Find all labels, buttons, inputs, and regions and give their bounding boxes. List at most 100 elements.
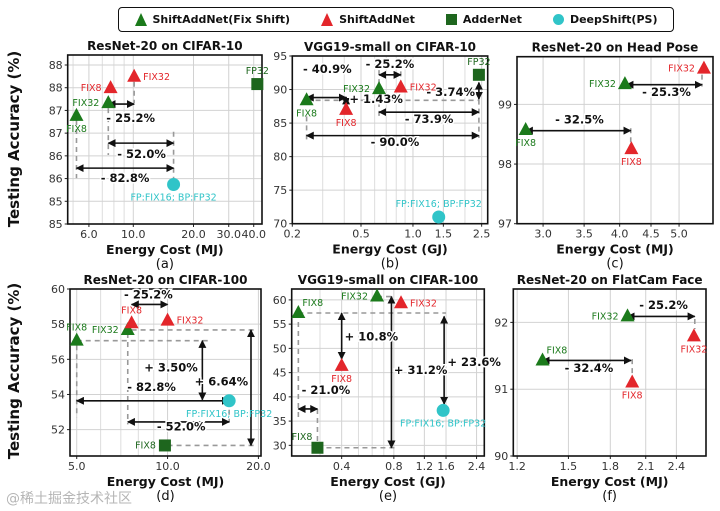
panel-f: 1.2 1.5 1.8 2.1 2.4 90 91 92 ResNet-20 on FlatCa… <box>494 273 707 504</box>
annotation-label: - 21.0% <box>302 383 351 397</box>
point-deepshift <box>432 210 446 224</box>
x-tick-label: 1.6 <box>437 460 455 473</box>
point-label: FIX8 <box>135 440 156 451</box>
x-tick-label: 40.0 <box>241 228 266 241</box>
annotation-label: - 32.4% <box>565 361 614 375</box>
point-shiftaddnet-fix-shift <box>101 95 116 109</box>
annotation-label: - 25.2% <box>639 298 688 312</box>
point-label: FIX8 <box>331 374 352 385</box>
annotation-label: - 73.9% <box>405 112 454 126</box>
y-tick-label: 99 <box>498 98 512 111</box>
panel-d: 5.0 10.0 20.0 52 54 56 58 60 ResNet-20 on CIFAR-… <box>51 273 272 504</box>
annotation-label: - 40.9% <box>303 62 352 76</box>
green-triangle-marker-icon <box>134 13 147 26</box>
y-tick-label: 85 <box>273 117 287 130</box>
point-label: FIX32 <box>589 79 616 90</box>
x-tick-label: 4.0 <box>611 228 629 241</box>
point-shiftaddnet <box>339 101 354 115</box>
point-label: FIX8 <box>515 138 536 149</box>
point-deepshift <box>222 394 236 408</box>
point-label: FIX32 <box>410 298 437 309</box>
legend-label: AdderNet <box>462 13 522 26</box>
point-shiftaddnet-fix-shift <box>535 352 550 366</box>
annotation-label: + 31.2% <box>394 363 448 377</box>
annotation-label: - 3.74% <box>426 85 475 99</box>
y-tick-label: 35 <box>273 415 287 428</box>
plot-frame <box>516 55 714 225</box>
point-addernet <box>251 78 264 91</box>
point-label: FIX32 <box>668 64 695 75</box>
annotation-label: - 52.0% <box>157 419 206 433</box>
legend-item-addernet: AdderNet <box>445 13 522 26</box>
point-shiftaddnet-fix-shift <box>370 288 385 302</box>
point-label: FIX32 <box>592 311 619 322</box>
point-label: FIX32 <box>680 344 707 355</box>
annotation-label: - 25.2% <box>366 57 415 71</box>
x-tick-label: 1.5 <box>560 460 578 473</box>
point-shiftaddnet-fix-shift <box>69 107 84 121</box>
y-tick-label: 88 <box>49 82 63 95</box>
plot-frame <box>69 288 262 457</box>
panel-caption: (e) <box>379 489 397 504</box>
x-tick-label: 1.5 <box>435 228 453 241</box>
panel-c: 3.0 3.5 4.0 4.5 5.0 97 98 99 ResNet-20 on Head P… <box>498 41 714 272</box>
y-tick-label: 91 <box>494 383 508 396</box>
point-shiftaddnet-fix-shift <box>299 92 314 106</box>
x-axis-label: Energy Cost (MJ) <box>106 242 224 257</box>
panel-a: 6.0 10.0 20.0 30.0 40.0 85 85 86 86 87 87 88 88 ResNe… <box>49 39 269 272</box>
annotation-label: + 10.8% <box>345 330 399 344</box>
y-tick-label: 30 <box>273 439 287 452</box>
annotation-label: + 23.6% <box>447 355 501 369</box>
green-square-marker-icon <box>445 14 457 25</box>
point-label: FIX32 <box>143 72 170 83</box>
x-tick-label: 2.5 <box>473 228 491 241</box>
point-shiftaddnet <box>696 60 711 74</box>
y-tick-label: 97 <box>498 218 512 231</box>
x-axis-label: Energy Cost (MJ) <box>551 474 669 489</box>
legend-item-shiftaddnet: ShiftAddNet <box>321 13 415 26</box>
x-tick-label: 20.0 <box>181 228 206 241</box>
point-deepshift <box>167 177 181 191</box>
x-tick-label: 0.4 <box>333 460 351 473</box>
point-label: FP:FIX16; BP:FP32 <box>396 199 482 210</box>
panel-caption: (f) <box>602 489 617 504</box>
legend: ShiftAddNet(Fix Shift) ShiftAddNet Adder… <box>118 7 674 32</box>
point-label: FIX8 <box>547 345 568 356</box>
legend-label: DeepShift(PS) <box>569 13 658 26</box>
x-tick-label: 5.0 <box>68 460 86 473</box>
red-triangle-marker-icon <box>321 13 334 26</box>
x-tick-label: 1.8 <box>602 460 620 473</box>
point-shiftaddnet <box>103 80 118 94</box>
x-tick-label: 0.2 <box>284 228 302 241</box>
panel-caption: (d) <box>156 489 174 504</box>
annotation-label: - 25.2% <box>124 287 173 301</box>
point-label: FIX8 <box>621 157 642 168</box>
watermark: @稀土掘金技术社区 <box>6 491 132 507</box>
x-tick-label: 0.5 <box>352 228 370 241</box>
point-label: FIX32 <box>92 325 119 336</box>
y-tick-label: 90 <box>494 450 508 463</box>
cyan-circle-marker-icon <box>552 14 564 25</box>
panel-e: 0.4 0.8 1.2 1.6 2.4 30 35 40 45 50 55 60 VGG19-small… <box>273 273 503 504</box>
panel-title: ResNet-20 on FlatCam Face <box>517 273 703 287</box>
annotation-label: - 32.5% <box>555 113 604 127</box>
x-tick-label: 10.0 <box>155 460 180 473</box>
annotation-label: + 3.50% <box>144 361 198 375</box>
x-tick-label: 1.0 <box>404 228 422 241</box>
y-tick-label: 87 <box>49 127 63 140</box>
point-label: FP32 <box>246 66 269 77</box>
y-tick-label: 56 <box>51 353 65 366</box>
point-deepshift <box>436 403 450 417</box>
y-tick-label: 54 <box>51 388 65 401</box>
x-tick-label: 1.2 <box>508 460 526 473</box>
point-label: FIX8 <box>336 118 357 129</box>
y-tick-label: 55 <box>273 318 287 331</box>
y-tick-label: 88 <box>49 59 63 72</box>
panel-caption: (b) <box>381 257 399 272</box>
x-axis-label: Energy Cost (GJ) <box>332 242 447 257</box>
x-tick-label: 3.0 <box>534 228 552 241</box>
y-tick-label: 60 <box>51 283 65 296</box>
panel-caption: (c) <box>606 257 623 272</box>
y-tick-label: 75 <box>273 184 287 197</box>
